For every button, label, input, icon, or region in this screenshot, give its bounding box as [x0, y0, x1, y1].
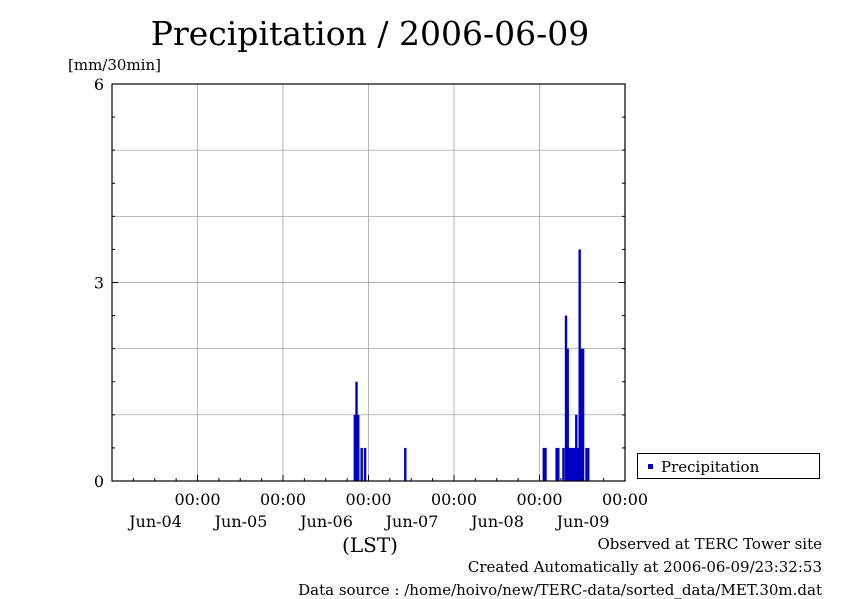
chart-title: Precipitation / 2006-06-09 [150, 14, 590, 53]
precip-bar [360, 447, 363, 481]
precip-bar [404, 447, 407, 481]
grid-lines [112, 84, 626, 481]
precip-bar [566, 348, 569, 481]
y-tick-label: 6 [94, 75, 104, 94]
y-axis-label: [mm/30min] [68, 56, 161, 74]
precip-bar [571, 447, 575, 481]
precip-bar [578, 249, 581, 481]
precip-bar [355, 381, 358, 481]
precip-bar [581, 348, 585, 481]
legend: Precipitation [637, 453, 820, 479]
precip-bar [564, 315, 568, 481]
x-tick-date: Jun-08 [469, 512, 524, 531]
precip-bar [585, 447, 588, 481]
x-tick-time: 00:00 [516, 490, 562, 509]
legend-swatch [648, 464, 653, 469]
x-axis-label: (LST) [342, 533, 398, 557]
x-tick-date: Jun-07 [384, 512, 439, 531]
x-tick-date: Jun-05 [213, 512, 268, 531]
precip-bar [575, 414, 578, 481]
axis-ticks [111, 83, 626, 482]
precip-bar [568, 447, 571, 481]
footer-source: Data source : /home/hoivo/new/TERC-data/… [298, 581, 822, 599]
footer-created: Created Automatically at 2006-06-09/23:3… [467, 558, 822, 576]
y-tick-label: 3 [94, 274, 104, 293]
x-tick-time: 00:00 [431, 490, 477, 509]
precip-bar [353, 414, 357, 481]
precip-bar [357, 414, 360, 481]
precip-bar [562, 447, 565, 481]
x-tick-time: 00:00 [602, 490, 648, 509]
x-tick-date: Jun-06 [298, 512, 353, 531]
x-tick-time: 00:00 [260, 490, 306, 509]
y-tick-label: 0 [94, 472, 104, 491]
precip-bar [580, 348, 583, 481]
bar-series [353, 249, 590, 481]
legend-label: Precipitation [661, 458, 760, 476]
x-tick-date: Jun-09 [555, 512, 610, 531]
footer-site: Observed at TERC Tower site [597, 535, 822, 553]
precip-bar [587, 447, 590, 481]
precip-bar [569, 447, 573, 481]
x-tick-time: 00:00 [174, 490, 220, 509]
x-tick-date: Jun-04 [127, 512, 182, 531]
tick-labels: 0 3 6 00:00 Jun-04 00:00 Jun-05 00:00 Jun-06 00:0… [94, 75, 648, 557]
precip-bar [576, 447, 580, 481]
precip-bar [555, 447, 558, 481]
precip-bar [363, 447, 367, 481]
x-tick-time: 00:00 [345, 490, 391, 509]
precip-bar [542, 447, 545, 481]
precip-bar [557, 447, 560, 481]
precip-bar [544, 447, 547, 481]
precip-bar [573, 447, 576, 481]
